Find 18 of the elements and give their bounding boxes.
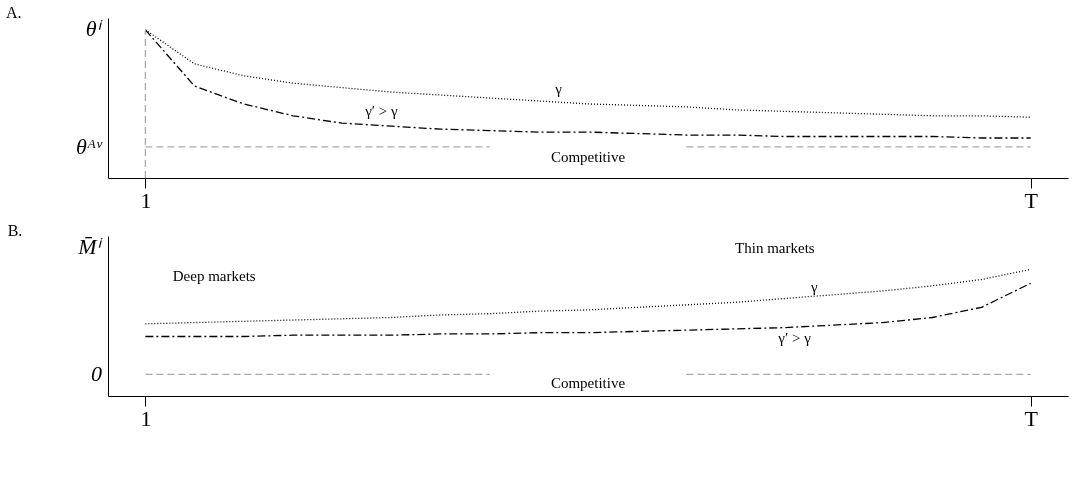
y-axis-title: M̄ⁱ (77, 233, 104, 259)
x-tick-label: T (1024, 187, 1039, 213)
annotation: Competitive (550, 149, 626, 166)
x-tick-label: T (1024, 405, 1039, 431)
chart-title: A. (5, 4, 22, 21)
text: θᴬᵛ (75, 133, 103, 159)
chart-title: B. (7, 222, 23, 239)
x-tick-label: 1 (140, 405, 152, 431)
y-axis-title: θⁱ (85, 15, 104, 41)
x-tick-label: 1 (140, 187, 152, 213)
text: 0 (91, 361, 102, 387)
text: Thin markets (735, 239, 815, 256)
annotation: Deep markets (172, 267, 256, 284)
annotation: Competitive (550, 375, 626, 392)
annotation: γ′ > γ (364, 103, 399, 120)
annotation: γ (809, 279, 818, 296)
annotation: γ (554, 81, 563, 98)
annotation: γ′ > γ (777, 329, 812, 346)
